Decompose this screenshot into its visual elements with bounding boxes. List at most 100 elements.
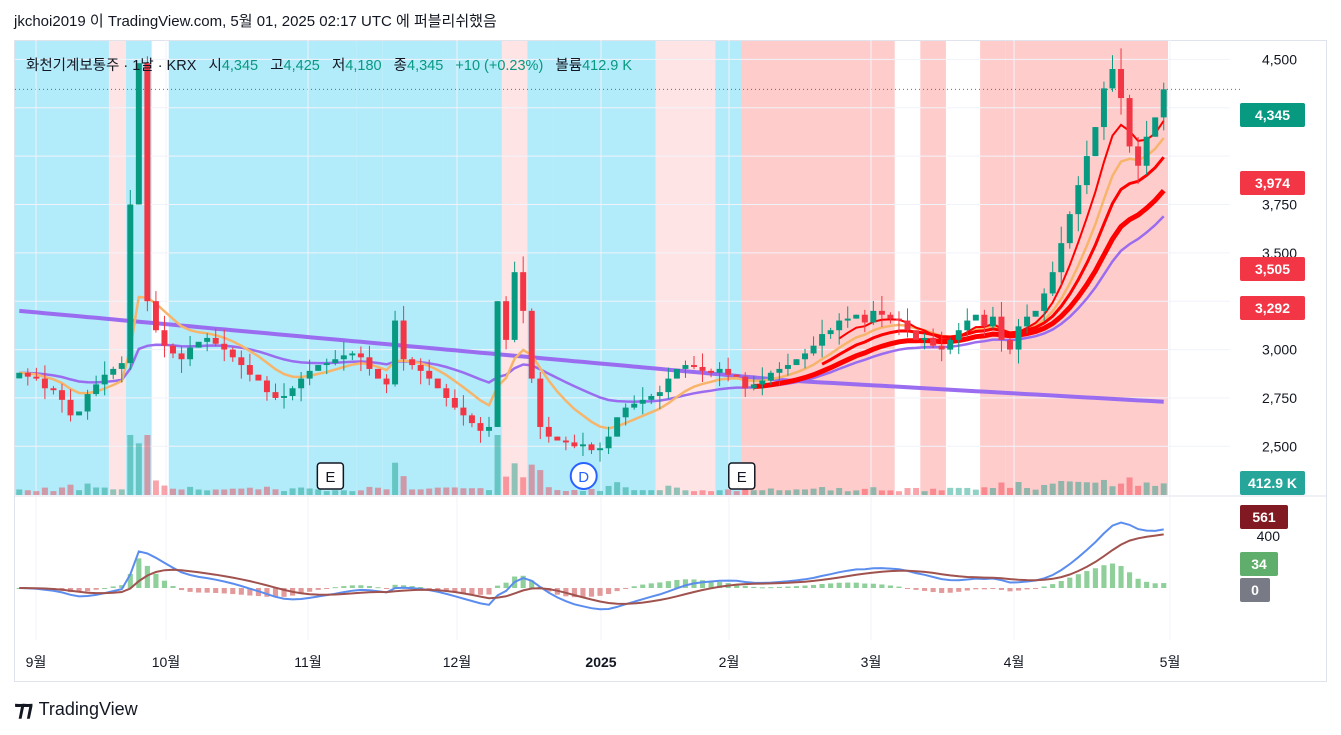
signal-band	[740, 41, 895, 495]
volume-bar	[964, 487, 971, 495]
candle-body	[152, 301, 159, 331]
symbol-legend[interactable]: 화천기계보통주 · 1날 · KRX 시4,345 고4,425 저4,180 …	[26, 54, 632, 75]
candle-body	[460, 407, 467, 416]
candle-body	[921, 337, 928, 340]
earnings-marker[interactable]: E	[316, 462, 345, 490]
candle-body	[118, 363, 125, 369]
macd-histogram-bar	[332, 587, 338, 589]
price-tick-label: 2,500	[1262, 438, 1297, 454]
signal-band	[168, 41, 314, 495]
candle-body	[656, 392, 663, 396]
volume-bar	[41, 487, 48, 495]
symbol-name[interactable]: 화천기계보통주 · 1날 · KRX	[26, 58, 197, 74]
volume-bar	[1160, 483, 1167, 495]
brand-name: TradingView	[38, 698, 138, 719]
volume-bar	[1049, 483, 1056, 495]
volume-bar	[819, 487, 826, 495]
macd-histogram-bar	[196, 588, 202, 593]
volume-bar	[152, 480, 159, 495]
volume-bar	[1118, 483, 1125, 495]
volume-bar	[255, 489, 262, 495]
dividend-marker[interactable]: D	[569, 462, 598, 490]
candle-body	[1083, 156, 1090, 186]
volume-bar	[690, 491, 697, 495]
candle-body	[1007, 339, 1013, 350]
signal-band	[920, 41, 946, 495]
candle-body	[195, 341, 202, 348]
volume-value: 412.9 K	[582, 58, 633, 74]
candle-body	[161, 330, 168, 346]
volume-bar	[221, 489, 228, 495]
volume-bar	[579, 491, 586, 495]
tradingview-logo[interactable]: ⁊⁊ TradingView	[14, 697, 138, 722]
macd-histogram-bar	[1161, 583, 1167, 588]
volume-bar	[733, 491, 740, 495]
candle-body	[545, 426, 552, 437]
candle-body	[434, 378, 441, 389]
volume-bar	[588, 489, 595, 495]
macd-histogram-bar	[964, 588, 970, 591]
volume-bar	[127, 435, 134, 495]
macd-histogram-bar	[819, 583, 825, 588]
volume-bar	[989, 487, 996, 495]
macd-histogram-bar	[264, 588, 270, 597]
macd-histogram-bar	[1075, 574, 1081, 588]
candle-body	[989, 316, 996, 327]
volume-bar	[332, 490, 339, 495]
candle-body	[802, 353, 809, 360]
candle-body	[1118, 69, 1125, 99]
macd-histogram-bar	[588, 588, 595, 597]
marker-shape	[316, 462, 345, 490]
volume-bar	[853, 490, 860, 495]
volume-bar	[725, 489, 732, 495]
macd-histogram-bar	[1041, 586, 1047, 588]
volume-bar	[1015, 482, 1022, 495]
candle-body	[733, 374, 740, 377]
candle-body	[716, 368, 723, 373]
macd-histogram-bar	[904, 588, 911, 589]
volume-bar	[468, 488, 475, 495]
candle-body	[528, 310, 535, 379]
candle-body	[16, 372, 23, 379]
macd-histogram-bar	[597, 588, 603, 596]
candle-body	[1066, 214, 1073, 244]
earnings-marker[interactable]: E	[728, 462, 756, 490]
candle-body	[255, 374, 262, 381]
candle-body	[289, 388, 296, 396]
macd-histogram-bar	[358, 585, 364, 588]
candle-body	[562, 440, 569, 443]
candle-body	[374, 368, 381, 379]
volume-bar	[793, 489, 800, 495]
macd-histogram-bar	[1067, 577, 1073, 588]
candle-body	[1015, 326, 1022, 350]
volume-bar	[135, 443, 142, 495]
candle-body	[1100, 88, 1107, 128]
ema-short-tag: 3,974	[1240, 171, 1305, 195]
candle-body	[306, 370, 313, 379]
volume-bar	[1032, 489, 1039, 495]
candle-body	[84, 394, 91, 412]
volume-bar	[836, 487, 843, 495]
chart-panel[interactable]	[14, 40, 1327, 682]
macd-histogram-bar	[947, 588, 953, 593]
price-tick-label: 3,000	[1262, 342, 1297, 358]
volume-bar	[306, 488, 313, 495]
macd-histogram-bar	[879, 584, 885, 588]
volume-bar	[972, 489, 979, 495]
macd-histogram-bar	[1058, 580, 1064, 588]
macd-histogram-bar	[699, 580, 706, 588]
ema-long-tag: 3,292	[1240, 296, 1305, 320]
macd-histogram-bar	[247, 588, 253, 596]
volume-bar	[451, 487, 458, 495]
macd-histogram-bar	[853, 582, 859, 588]
high-value: 4,425	[283, 58, 320, 74]
volume-bar	[562, 491, 569, 495]
volume-bar	[298, 487, 305, 495]
ma-fast-line	[19, 137, 1165, 430]
volume-bar	[827, 490, 834, 495]
macd-histogram-bar	[981, 588, 987, 590]
volume-bar	[383, 489, 390, 495]
candle-body	[238, 357, 245, 366]
